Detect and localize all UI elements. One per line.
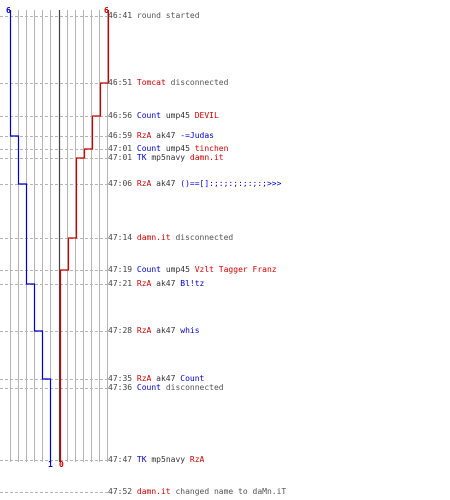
- event-text: changed name to daMn.iT: [170, 487, 287, 496]
- event-text: damn.it: [136, 233, 171, 242]
- event-time: 46:56: [108, 111, 137, 120]
- event-time: 47:52: [108, 487, 137, 496]
- event-row: 46:59 RzA ak47 -=Judas: [108, 131, 214, 141]
- event-text: RzA: [136, 179, 152, 188]
- red-team-line: [59, 10, 110, 462]
- event-time: 46:41: [108, 11, 137, 20]
- event-text: mp5navy: [146, 153, 190, 162]
- event-text: DEVIL: [194, 111, 219, 120]
- event-row: 47:14 damn.it disconnected: [108, 233, 233, 243]
- event-time: 46:59: [108, 131, 137, 140]
- event-time: 47:01: [108, 144, 137, 153]
- event-text: RzA: [136, 279, 152, 288]
- event-text: mp5navy: [146, 455, 190, 464]
- event-text: ()==[]:;:;:;:;:;:;>>>: [180, 179, 282, 188]
- event-text: disconnected: [165, 78, 229, 87]
- event-text: ump45: [161, 144, 195, 153]
- event-text: disconnected: [170, 233, 234, 242]
- event-text: Count: [180, 374, 205, 383]
- blue-team-line: [9, 10, 52, 462]
- event-text: ak47: [151, 279, 181, 288]
- score-bottom-blue: 1: [48, 460, 53, 469]
- event-row: 47:52 damn.it changed name to daMn.iT: [108, 487, 286, 497]
- event-text: ak47: [151, 179, 181, 188]
- event-row: 47:47 TK mp5navy RzA: [108, 455, 204, 465]
- event-row: 47:35 RzA ak47 Count: [108, 374, 204, 384]
- event-text: damn.it: [136, 487, 171, 496]
- event-text: Bl!tz: [180, 279, 205, 288]
- event-text: RzA: [136, 131, 152, 140]
- event-text: RzA: [136, 374, 152, 383]
- event-time: 47:36: [108, 383, 137, 392]
- event-text: round started: [136, 11, 200, 20]
- event-text: RzA: [136, 326, 152, 335]
- event-time: 47:06: [108, 179, 137, 188]
- event-row: 46:51 Tomcat disconnected: [108, 78, 228, 88]
- event-time: 47:47: [108, 455, 137, 464]
- event-time: 47:19: [108, 265, 137, 274]
- event-row: 47:28 RzA ak47 whis: [108, 326, 200, 336]
- event-text: ak47: [151, 131, 181, 140]
- event-row: 47:01 TK mp5navy damn.it: [108, 153, 224, 163]
- event-time: 47:35: [108, 374, 137, 383]
- event-text: ump45: [161, 111, 195, 120]
- event-text: Count: [136, 144, 161, 153]
- score-bottom-red: 0: [59, 460, 64, 469]
- event-text: Count: [136, 383, 161, 392]
- event-text: ak47: [151, 326, 181, 335]
- event-text: whis: [180, 326, 200, 335]
- event-text: ak47: [151, 374, 181, 383]
- event-time: 47:14: [108, 233, 137, 242]
- event-row: 47:19 Count ump45 Vzlt Tagger Franz: [108, 265, 277, 275]
- event-text: TK: [136, 153, 147, 162]
- score-top-blue: 6: [6, 6, 11, 15]
- event-row: 47:01 Count ump45 tinchen: [108, 144, 228, 154]
- event-time: 47:21: [108, 279, 137, 288]
- event-time: 47:01: [108, 153, 137, 162]
- score-top-red: 6: [104, 6, 109, 15]
- event-text: tinchen: [194, 144, 229, 153]
- event-row: 47:36 Count disconnected: [108, 383, 224, 393]
- event-row: 46:41 round started: [108, 11, 200, 21]
- event-text: Tomcat: [136, 78, 166, 87]
- event-row: 46:56 Count ump45 DEVIL: [108, 111, 219, 121]
- event-time: 47:28: [108, 326, 137, 335]
- event-text: RzA: [189, 455, 205, 464]
- event-text: Count: [136, 265, 161, 274]
- event-row: 47:21 RzA ak47 Bl!tz: [108, 279, 204, 289]
- event-row: 47:06 RzA ak47 ()==[]:;:;:;:;:;:;>>>: [108, 179, 281, 189]
- event-text: ump45: [161, 265, 195, 274]
- event-text: TK: [136, 455, 147, 464]
- event-text: Count: [136, 111, 161, 120]
- event-text: -=Judas: [180, 131, 214, 140]
- event-time: 46:51: [108, 78, 137, 87]
- event-text: disconnected: [161, 383, 224, 392]
- event-text: damn.it: [189, 153, 224, 162]
- event-text: Vzlt Tagger Franz: [194, 265, 277, 274]
